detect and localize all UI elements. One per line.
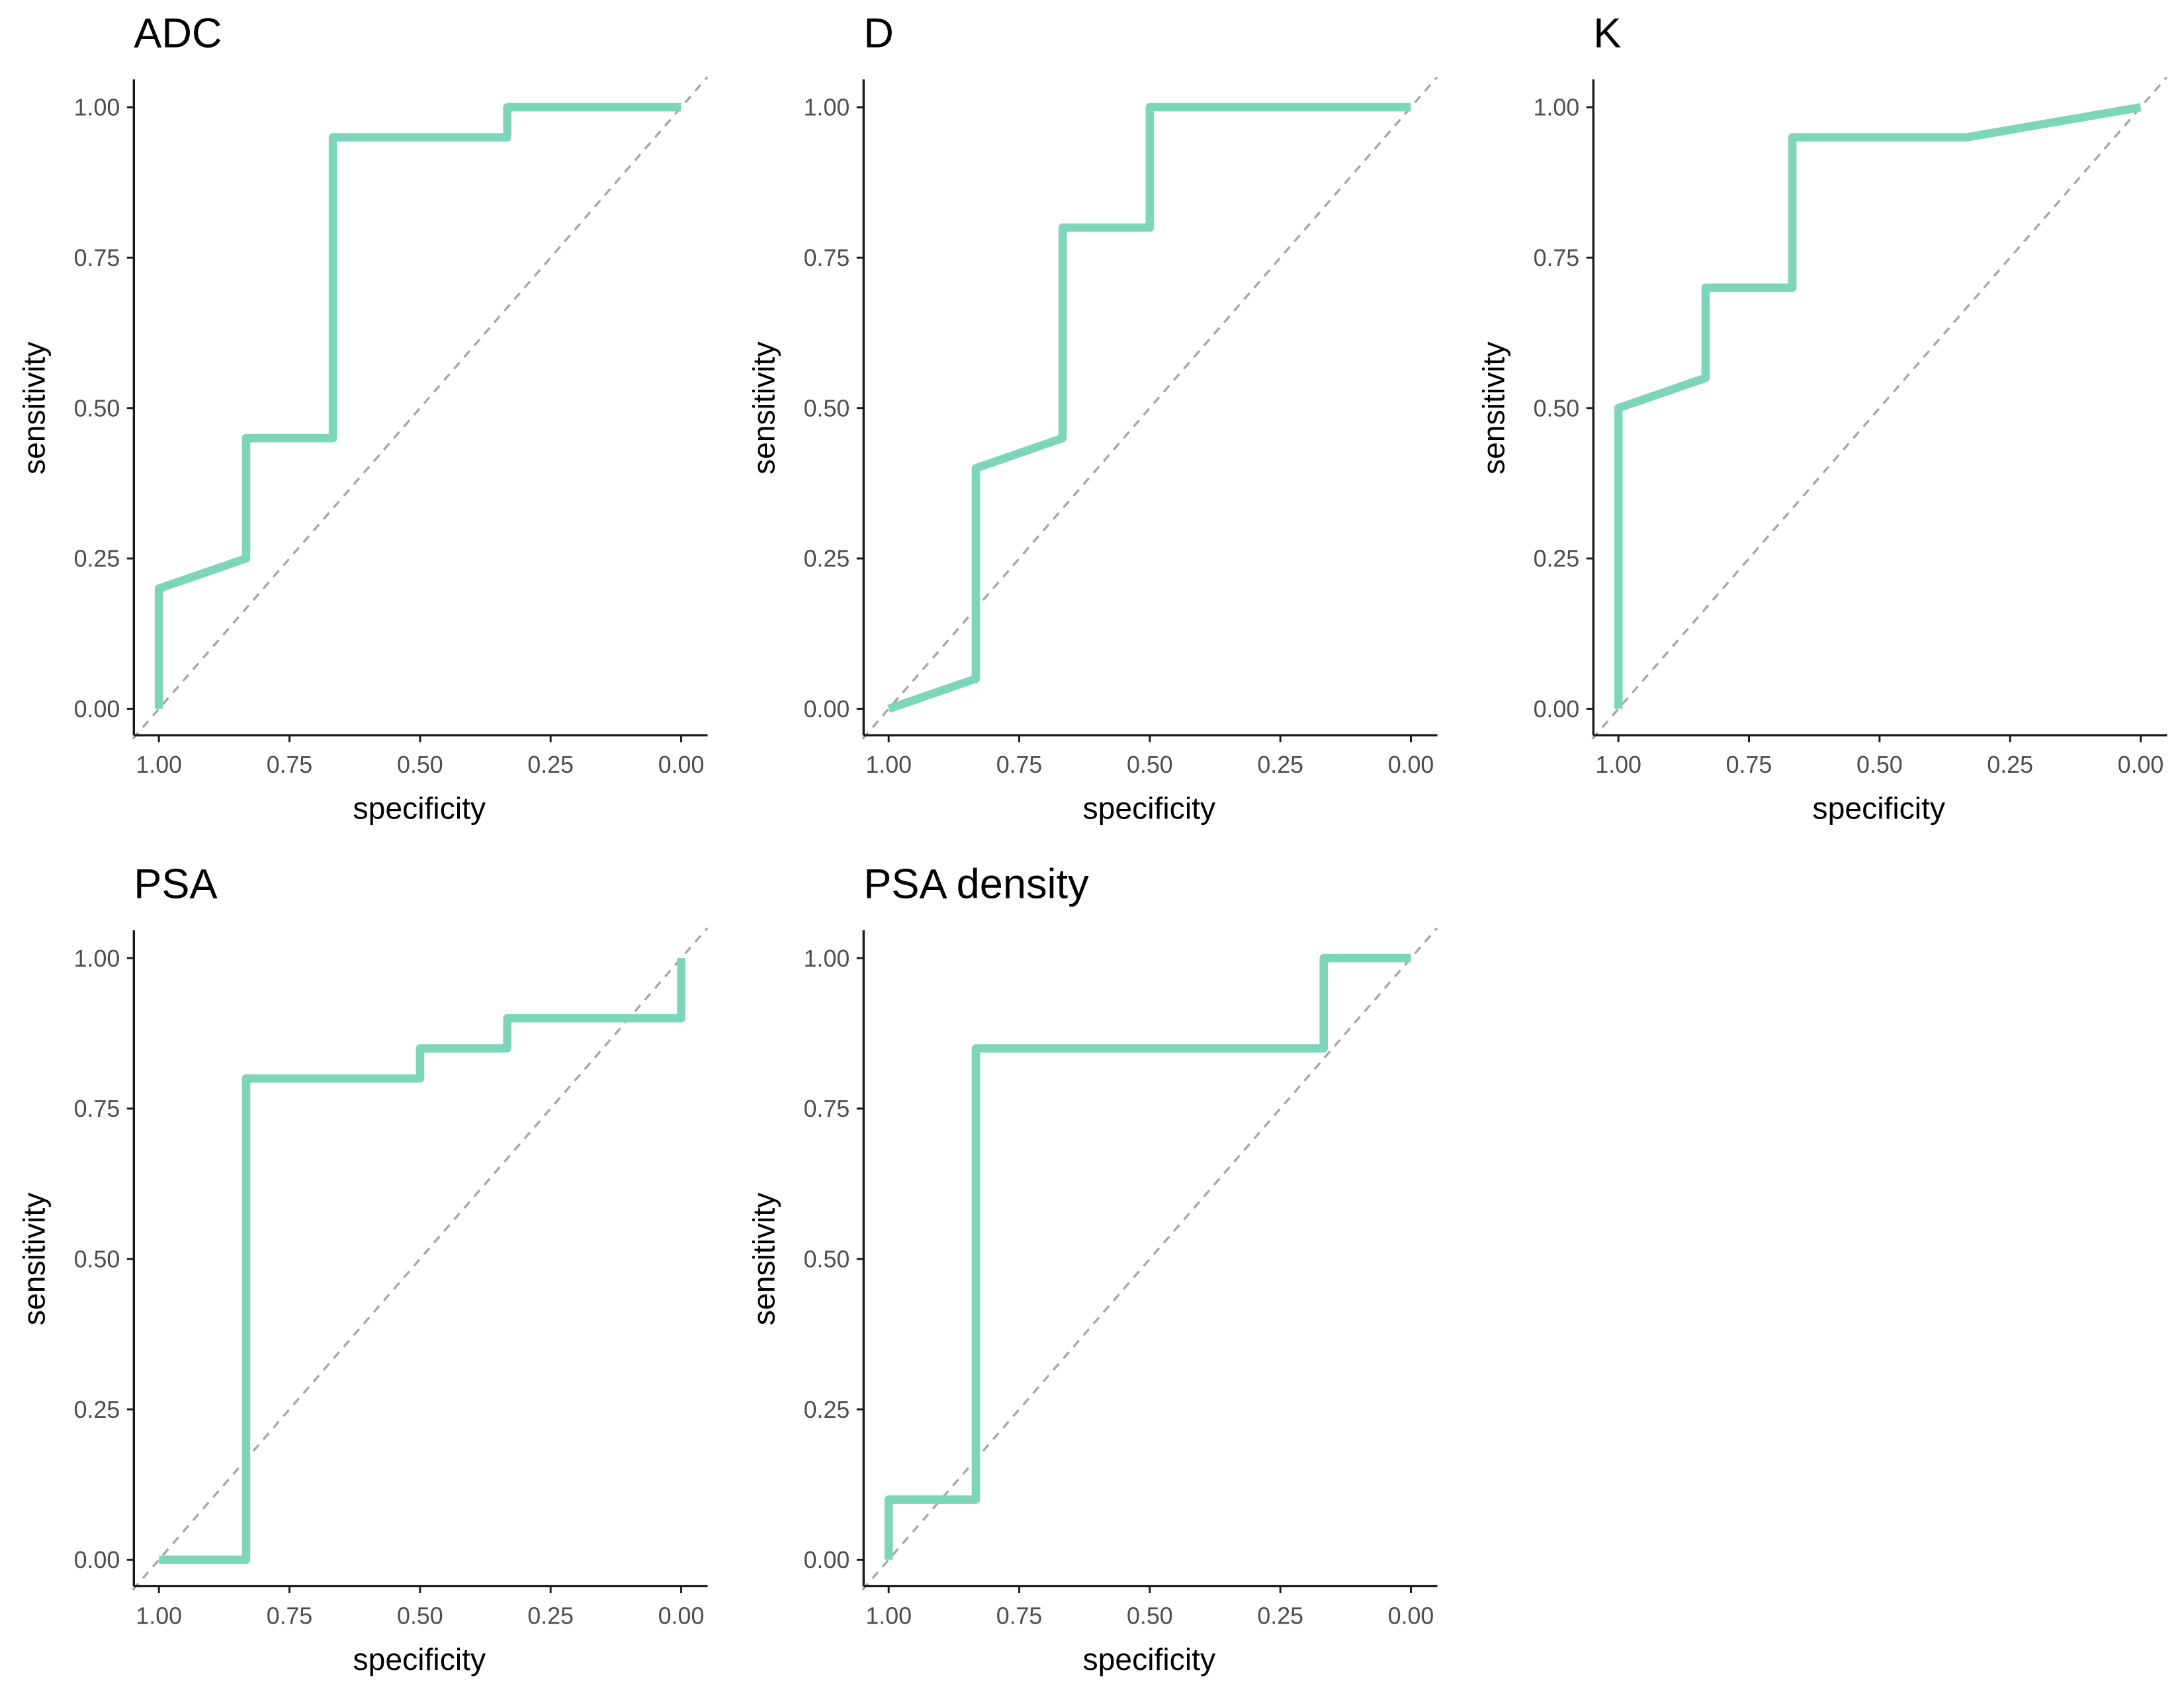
x-axis-title: specificity — [1082, 791, 1216, 826]
diagonal-reference-line — [861, 927, 1438, 1591]
x-tick-label: 1.00 — [136, 1602, 182, 1629]
y-tick-label: 0.50 — [74, 395, 120, 421]
x-tick-label: 0.25 — [527, 752, 574, 778]
x-tick-label: 1.00 — [1595, 752, 1641, 778]
x-tick-label: 0.50 — [1127, 1602, 1173, 1629]
x-tick-label: 0.00 — [1388, 1602, 1434, 1629]
y-tick-label: 0.00 — [74, 1547, 120, 1573]
y-axis-title: sensitivity — [17, 1192, 52, 1326]
roc-panel-psa: PSA 0.00 0.25 0.50 0.75 1.00 1.00 0.75 0.50 0.25 0… — [17, 861, 709, 1677]
y-axis-title: sensitivity — [747, 341, 781, 475]
x-tick-label: 0.50 — [397, 1602, 443, 1629]
roc-curve-line — [154, 103, 681, 709]
panel-title: ADC — [134, 11, 222, 57]
y-tick-label: 0.75 — [74, 1096, 120, 1122]
y-tick-label: 0.25 — [74, 1397, 120, 1423]
x-tick-label: 1.00 — [865, 752, 912, 778]
x-tick-label: 0.00 — [2118, 752, 2164, 778]
diagonal-reference-line — [132, 76, 709, 740]
x-tick-label: 0.25 — [527, 1602, 574, 1629]
y-tick-label: 1.00 — [74, 945, 120, 972]
roc-panel-d: D 0.00 0.25 0.50 0.75 1.00 1.00 0.75 0.50 0.25 0.0… — [747, 11, 1438, 826]
y-tick-label: 1.00 — [74, 95, 120, 121]
x-axis-title: specificity — [353, 791, 486, 826]
x-tick-label: 0.50 — [1127, 752, 1173, 778]
x-tick-label: 0.50 — [1856, 752, 1903, 778]
x-tick-label: 0.25 — [1257, 1602, 1303, 1629]
y-tick-label: 0.25 — [804, 1397, 850, 1423]
roc-panel-adc: ADC 0.00 0.25 0.50 0.75 1.00 1.00 0.75 0.50 0.25 0… — [17, 11, 709, 826]
y-tick-label: 0.75 — [804, 1096, 850, 1122]
roc-curve-line — [159, 958, 685, 1564]
diagonal-reference-line — [1591, 76, 2168, 740]
x-tick-label: 0.75 — [267, 752, 313, 778]
x-tick-label: 0.25 — [1987, 752, 2033, 778]
y-axis-title: sensitivity — [1477, 341, 1511, 475]
y-tick-label: 1.00 — [804, 95, 850, 121]
roc-curve-line — [887, 103, 1411, 713]
roc-curve-line — [1614, 103, 2142, 709]
roc-panel-psa-density: PSA density 0.00 0.25 0.50 0.75 1.00 1.00 0.75 0… — [747, 861, 1438, 1677]
x-tick-label: 0.00 — [658, 752, 705, 778]
y-tick-label: 0.75 — [74, 245, 120, 271]
y-tick-label: 0.25 — [1534, 546, 1580, 572]
x-axis-title: specificity — [1082, 1642, 1216, 1677]
roc-curve-line — [884, 953, 1411, 1560]
y-tick-label: 0.25 — [74, 546, 120, 572]
roc-panel-k: K 0.00 0.25 0.50 0.75 1.00 1.00 0.75 0.50 0.25 0.0… — [1477, 11, 2168, 826]
y-tick-label: 0.50 — [1534, 395, 1580, 421]
x-tick-label: 1.00 — [865, 1602, 912, 1629]
diagonal-reference-line — [132, 927, 709, 1591]
panel-title: PSA density — [863, 861, 1089, 908]
y-tick-label: 0.00 — [1534, 696, 1580, 722]
panel-title: D — [863, 11, 894, 57]
y-tick-label: 0.75 — [1534, 245, 1580, 271]
x-axis-title: specificity — [353, 1642, 486, 1677]
x-axis-title: specificity — [1812, 791, 1946, 826]
x-tick-label: 1.00 — [136, 752, 182, 778]
y-tick-label: 1.00 — [1534, 95, 1580, 121]
y-tick-label: 0.50 — [74, 1246, 120, 1272]
panel-title: PSA — [134, 861, 217, 908]
y-tick-label: 0.25 — [804, 546, 850, 572]
y-tick-label: 0.00 — [804, 1547, 850, 1573]
x-tick-label: 0.25 — [1257, 752, 1303, 778]
x-tick-label: 0.75 — [996, 1602, 1043, 1629]
panel-title: K — [1593, 11, 1621, 57]
x-tick-label: 0.75 — [267, 1602, 313, 1629]
y-axis-title: sensitivity — [17, 341, 52, 475]
x-tick-label: 0.75 — [1726, 752, 1772, 778]
x-tick-label: 0.00 — [658, 1602, 705, 1629]
y-tick-label: 0.00 — [74, 696, 120, 722]
x-tick-label: 0.50 — [397, 752, 443, 778]
diagonal-reference-line — [861, 76, 1438, 740]
y-tick-label: 0.75 — [804, 245, 850, 271]
y-tick-label: 0.50 — [804, 395, 850, 421]
y-tick-label: 1.00 — [804, 945, 850, 972]
y-axis-title: sensitivity — [747, 1192, 781, 1326]
x-tick-label: 0.00 — [1388, 752, 1434, 778]
y-tick-label: 0.00 — [804, 696, 850, 722]
y-tick-label: 0.50 — [804, 1246, 850, 1272]
x-tick-label: 0.75 — [996, 752, 1043, 778]
